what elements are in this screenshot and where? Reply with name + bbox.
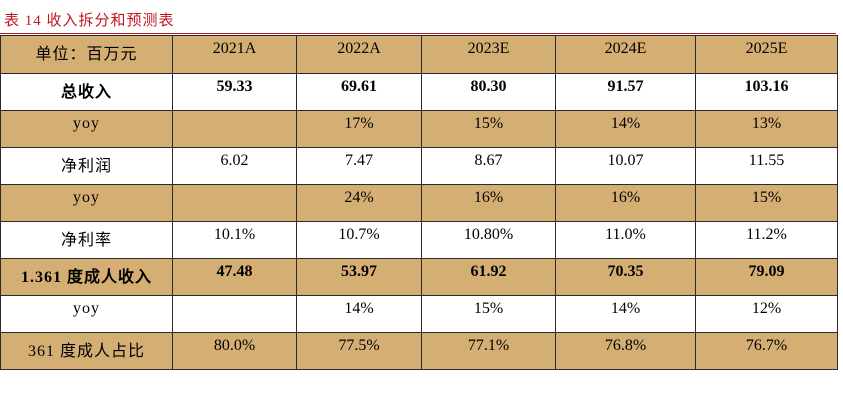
table-cell: 80.0%: [172, 332, 297, 370]
table-cell: 11.55: [695, 147, 838, 185]
table-cell: 69.61: [296, 73, 422, 111]
table-cell: 16%: [421, 184, 556, 222]
table-row: 总收入 59.33 69.61 80.30 91.57 103.16: [0, 73, 838, 111]
table-cell: 14%: [555, 110, 696, 148]
table-cell: 76.8%: [555, 332, 696, 370]
table-cell: 14%: [555, 295, 696, 333]
table-cell: [172, 295, 297, 333]
table-cell: 76.7%: [695, 332, 838, 370]
table-cell: 8.67: [421, 147, 556, 185]
row-label: yoy: [0, 110, 173, 148]
header-year: 2023E: [421, 35, 556, 74]
row-label: 总收入: [0, 73, 173, 111]
table-cell: 7.47: [296, 147, 422, 185]
table-cell: 11.0%: [555, 221, 696, 259]
table-cell: 10.80%: [421, 221, 556, 259]
table-row: 1.361 度成人收入 47.48 53.97 61.92 70.35 79.09: [0, 258, 838, 296]
caption-divider: [0, 33, 836, 34]
table-row: yoy 17% 15% 14% 13%: [0, 110, 838, 148]
table-cell: 80.30: [421, 73, 556, 111]
header-unit: 单位：百万元: [0, 35, 173, 74]
table-cell: 17%: [296, 110, 422, 148]
table-cell: 53.97: [296, 258, 422, 296]
row-label: 净利润: [0, 147, 173, 185]
table-row: yoy 14% 15% 14% 12%: [0, 295, 838, 333]
table-cell: 10.1%: [172, 221, 297, 259]
header-row: 单位：百万元 2021A 2022A 2023E 2024E 2025E: [0, 35, 838, 74]
row-label: yoy: [0, 184, 173, 222]
table-cell: [172, 184, 297, 222]
table-row: 净利润 6.02 7.47 8.67 10.07 11.55: [0, 147, 838, 185]
table-cell: 77.1%: [421, 332, 556, 370]
table-cell: 70.35: [555, 258, 696, 296]
table-cell: 61.92: [421, 258, 556, 296]
table-row: 361 度成人占比 80.0% 77.5% 77.1% 76.8% 76.7%: [0, 332, 838, 370]
header-year: 2025E: [695, 35, 838, 74]
table-cell: 15%: [695, 184, 838, 222]
header-year: 2022A: [296, 35, 422, 74]
table-cell: 59.33: [172, 73, 297, 111]
table-cell: 10.7%: [296, 221, 422, 259]
table-cell: 6.02: [172, 147, 297, 185]
table-cell: 13%: [695, 110, 838, 148]
header-year: 2021A: [172, 35, 297, 74]
table-cell: 103.16: [695, 73, 838, 111]
table-row: yoy 24% 16% 16% 15%: [0, 184, 838, 222]
table-row: 净利率 10.1% 10.7% 10.80% 11.0% 11.2%: [0, 221, 838, 259]
row-label: 1.361 度成人收入: [0, 258, 173, 296]
table-cell: 12%: [695, 295, 838, 333]
row-label: yoy: [0, 295, 173, 333]
table-cell: 11.2%: [695, 221, 838, 259]
table-cell: 47.48: [172, 258, 297, 296]
table-cell: 14%: [296, 295, 422, 333]
table-caption: 表 14 收入拆分和预测表: [4, 13, 175, 29]
table-cell: 79.09: [695, 258, 838, 296]
table-cell: 15%: [421, 110, 556, 148]
table-cell: 10.07: [555, 147, 696, 185]
table-cell: 91.57: [555, 73, 696, 111]
table-cell: [172, 110, 297, 148]
row-label: 361 度成人占比: [0, 332, 173, 370]
table-cell: 24%: [296, 184, 422, 222]
table-cell: 16%: [555, 184, 696, 222]
table-cell: 15%: [421, 295, 556, 333]
row-label: 净利率: [0, 221, 173, 259]
header-year: 2024E: [555, 35, 696, 74]
revenue-forecast-table: 单位：百万元 2021A 2022A 2023E 2024E 2025E 总收入…: [0, 35, 838, 370]
table-cell: 77.5%: [296, 332, 422, 370]
